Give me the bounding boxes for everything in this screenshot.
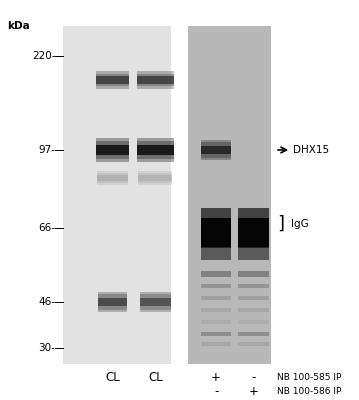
Bar: [95, 74, 130, 76]
Bar: [137, 145, 174, 155]
Text: -: -: [251, 371, 256, 384]
Bar: [201, 271, 231, 277]
Bar: [62, 26, 172, 364]
Bar: [238, 271, 269, 277]
Bar: [95, 155, 130, 159]
Bar: [201, 284, 231, 288]
Bar: [238, 247, 269, 260]
Bar: [187, 26, 271, 364]
Bar: [238, 296, 269, 300]
Bar: [201, 154, 231, 158]
Text: 46-: 46-: [38, 297, 55, 307]
Text: kDa: kDa: [7, 21, 30, 31]
Bar: [97, 171, 128, 175]
Bar: [140, 292, 171, 298]
Bar: [201, 308, 231, 312]
Bar: [97, 175, 128, 181]
Bar: [201, 342, 231, 346]
Bar: [137, 71, 174, 76]
Bar: [238, 218, 269, 248]
Bar: [98, 306, 127, 312]
Text: +: +: [249, 385, 258, 398]
Bar: [95, 84, 130, 86]
Bar: [98, 306, 127, 310]
Bar: [98, 294, 127, 298]
Text: NB 100-586 IP: NB 100-586 IP: [277, 387, 341, 396]
Bar: [201, 154, 231, 160]
Text: DHX15: DHX15: [293, 145, 329, 155]
Text: 97-: 97-: [38, 145, 55, 155]
Bar: [95, 84, 130, 89]
Bar: [97, 181, 128, 185]
Text: IgG: IgG: [291, 219, 309, 229]
Bar: [137, 155, 174, 162]
Bar: [201, 320, 231, 324]
Bar: [137, 76, 174, 84]
Bar: [201, 296, 231, 300]
Bar: [238, 208, 269, 218]
Bar: [95, 138, 130, 145]
Text: CL: CL: [148, 371, 163, 384]
Bar: [139, 173, 172, 175]
Bar: [137, 141, 174, 145]
Bar: [238, 308, 269, 312]
Bar: [140, 298, 171, 306]
Bar: [95, 145, 130, 155]
Bar: [201, 146, 231, 154]
Bar: [95, 155, 130, 162]
Text: +: +: [211, 371, 221, 384]
Bar: [238, 342, 269, 346]
Bar: [95, 71, 130, 76]
Bar: [95, 141, 130, 145]
Bar: [139, 181, 172, 185]
Bar: [238, 284, 269, 288]
Bar: [140, 306, 171, 310]
Bar: [137, 84, 174, 86]
Bar: [137, 138, 174, 145]
Text: ]: ]: [277, 215, 284, 233]
Bar: [140, 306, 171, 312]
Text: NB 100-585 IP: NB 100-585 IP: [277, 373, 341, 382]
Bar: [201, 247, 231, 260]
Bar: [139, 171, 172, 175]
Bar: [137, 155, 174, 159]
Bar: [95, 76, 130, 84]
Bar: [238, 332, 269, 336]
Bar: [97, 181, 128, 183]
Text: -: -: [214, 385, 218, 398]
Text: 66-: 66-: [38, 223, 55, 233]
Bar: [201, 140, 231, 146]
Bar: [201, 142, 231, 146]
Bar: [137, 84, 174, 89]
Text: 220-: 220-: [32, 51, 55, 61]
Bar: [238, 320, 269, 324]
Bar: [98, 298, 127, 306]
Bar: [201, 332, 231, 336]
Text: 30-: 30-: [38, 343, 55, 353]
Bar: [98, 292, 127, 298]
Bar: [201, 218, 231, 248]
Text: CL: CL: [105, 371, 120, 384]
Bar: [201, 208, 231, 218]
Bar: [137, 74, 174, 76]
Bar: [97, 173, 128, 175]
Bar: [139, 181, 172, 183]
Bar: [140, 294, 171, 298]
Bar: [139, 175, 172, 181]
